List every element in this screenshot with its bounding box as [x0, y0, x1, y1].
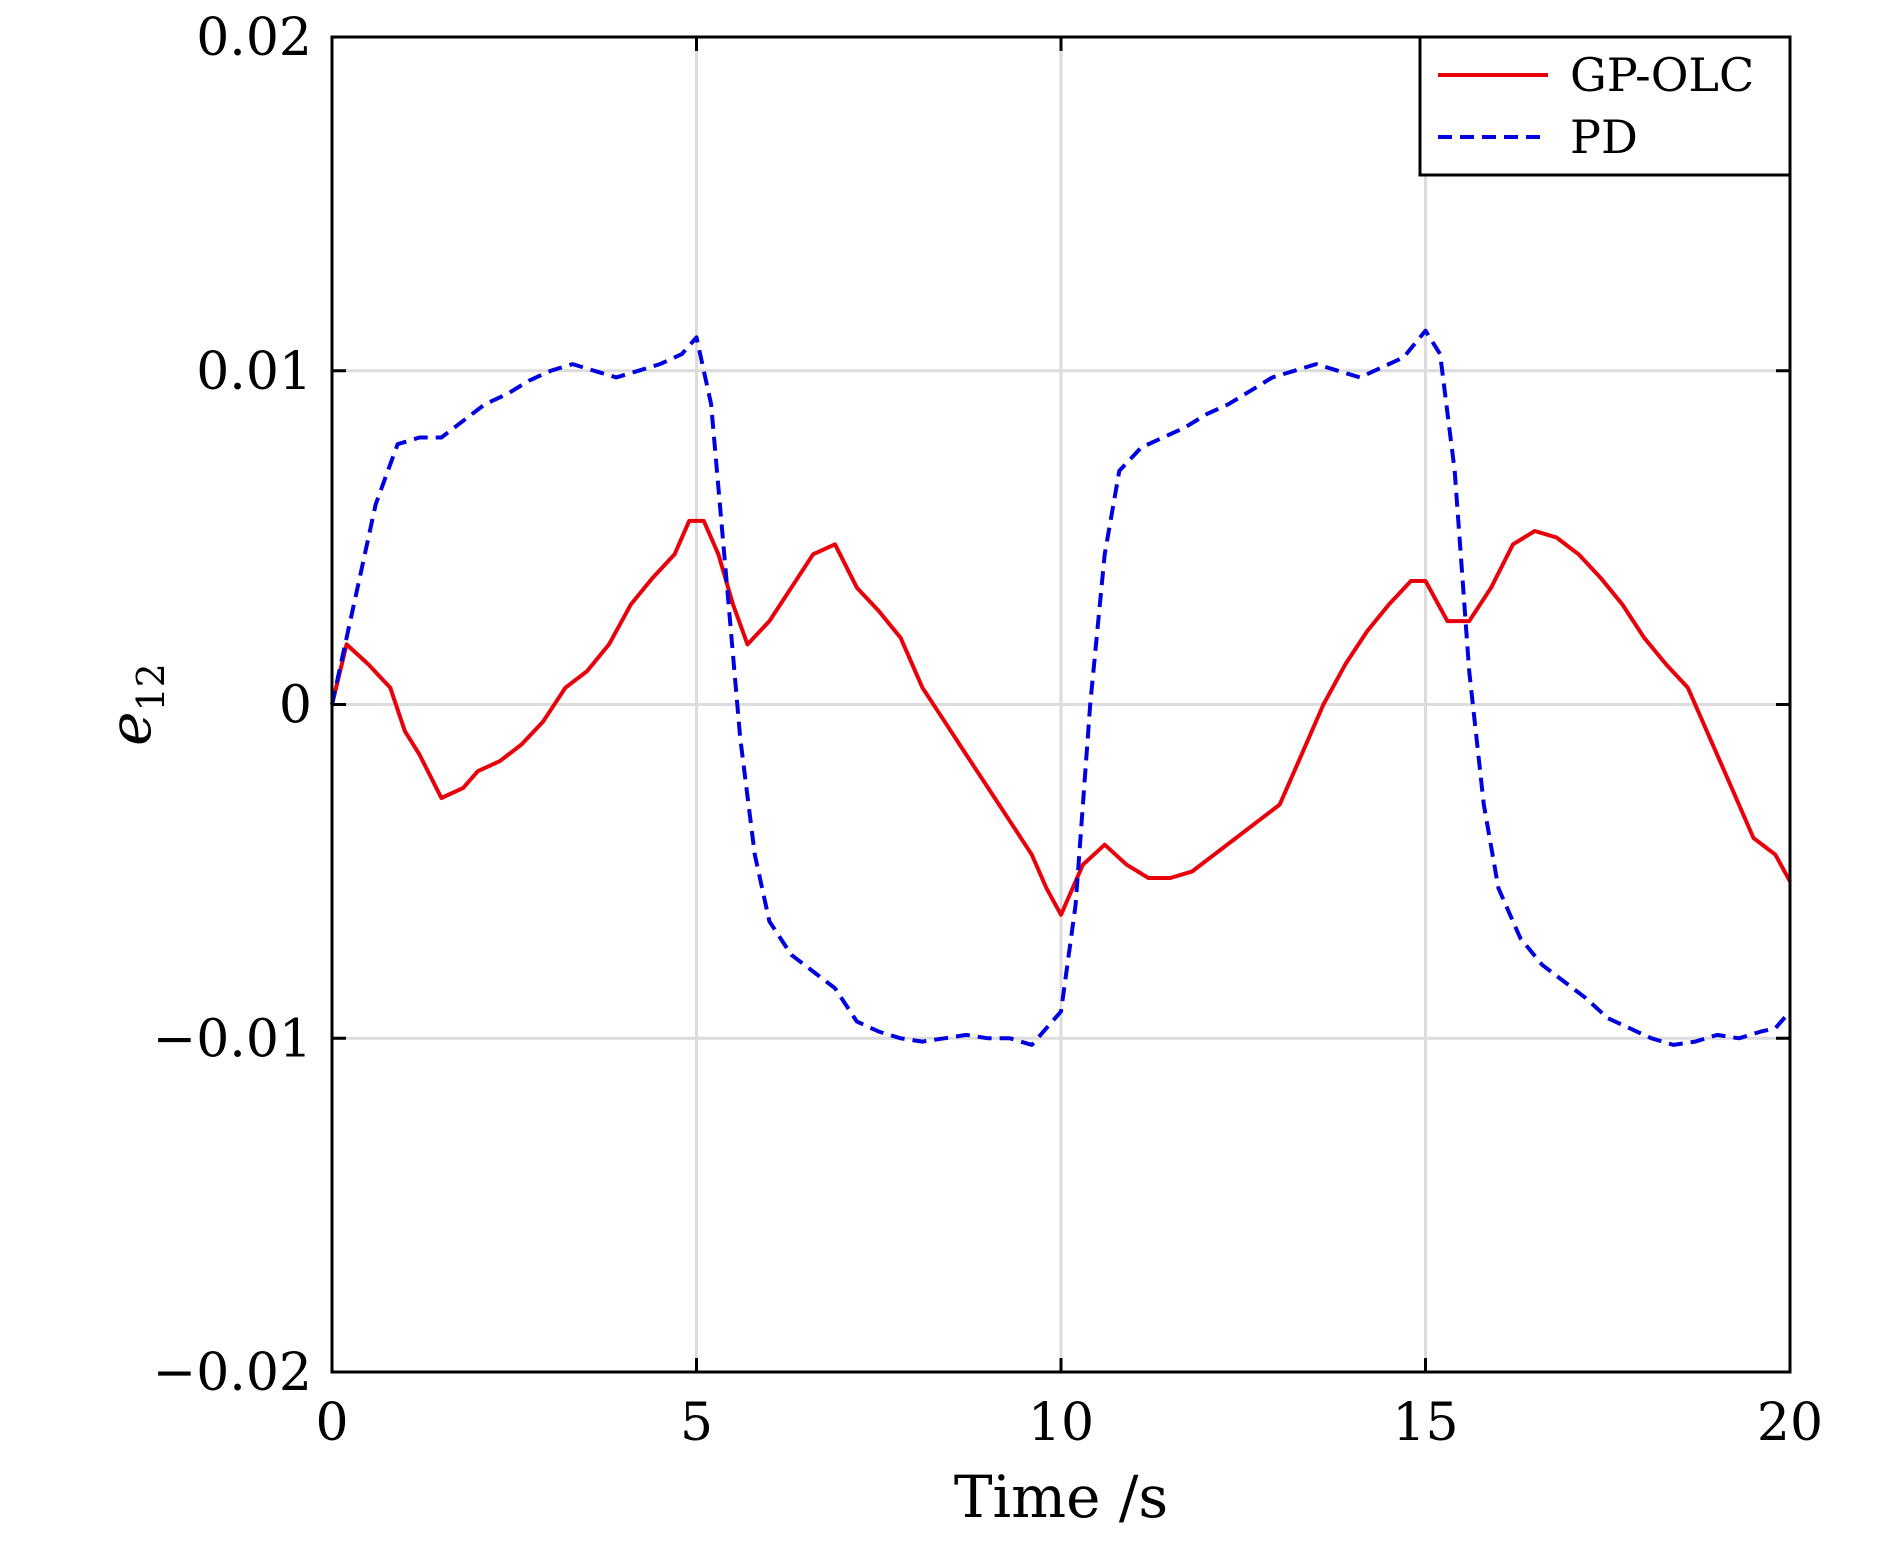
x-tick-label: 5 — [680, 1393, 713, 1453]
grid — [330, 35, 1792, 1374]
legend-entry-pd: PD — [1570, 110, 1638, 164]
x-axis-label-group: Time /s — [954, 1463, 1168, 1531]
y-axis-label: e12 — [96, 663, 173, 746]
y-axis-label-group: e12 — [96, 663, 173, 746]
y-tick-label: −0.02 — [153, 1343, 312, 1403]
series-line-pd — [330, 328, 1792, 1047]
x-tick-label: 10 — [1028, 1393, 1094, 1453]
y-tick-label: −0.01 — [153, 1009, 312, 1069]
y-tick-label: 0 — [279, 676, 312, 736]
y-axis-label-subscript: 12 — [129, 663, 173, 711]
ticks: 0 5 10 15 20 −0.02 −0.01 0 0.01 0.02 — [153, 8, 1823, 1453]
legend-box — [1418, 35, 1792, 177]
x-axis-label: Time /s — [954, 1463, 1168, 1531]
y-tick-label: 0.01 — [196, 342, 312, 402]
x-tick-label: 0 — [315, 1393, 348, 1453]
legend-entry-gp-olc: GP-OLC — [1570, 48, 1754, 102]
series-line-gp-olc — [330, 518, 1792, 917]
y-tick-label: 0.02 — [196, 8, 312, 68]
y-axis-label-main: e — [96, 712, 164, 746]
legend: GP-OLC PD — [1418, 35, 1792, 177]
x-tick-label: 20 — [1757, 1393, 1823, 1453]
x-tick-label: 15 — [1392, 1393, 1458, 1453]
series-layer — [330, 328, 1792, 1047]
